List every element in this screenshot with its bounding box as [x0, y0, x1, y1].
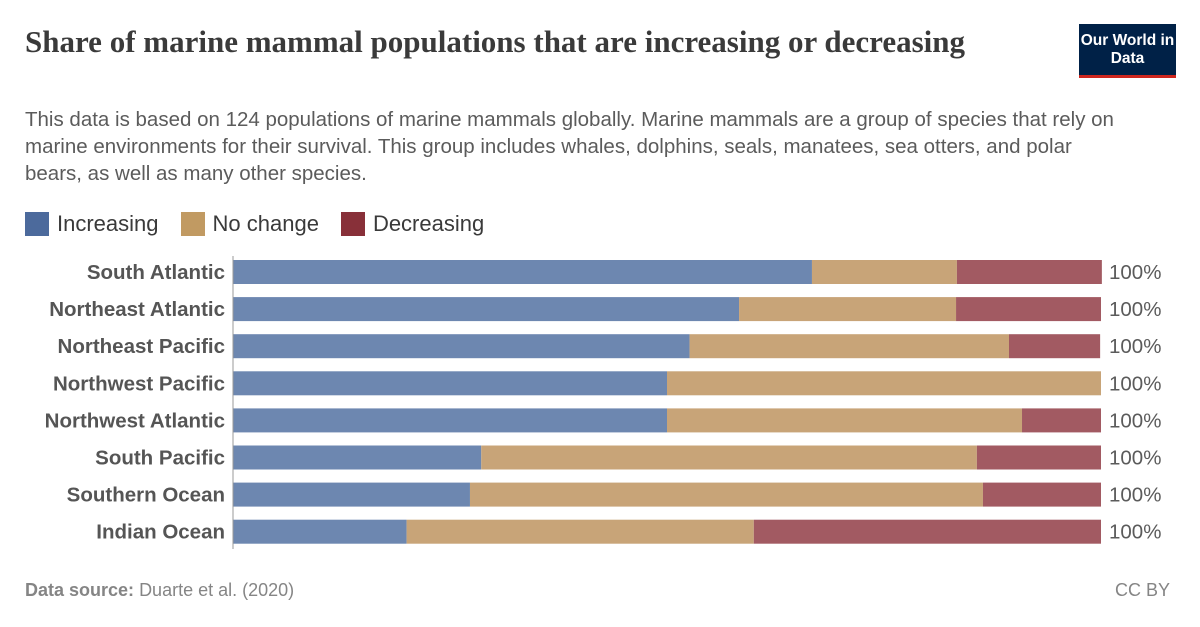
legend-swatch — [340, 212, 365, 236]
legend-item-no-change[interactable]: No change — [180, 211, 319, 237]
legend-label: No change — [212, 211, 319, 236]
legend-swatch — [180, 212, 205, 236]
category-label: South Pacific — [95, 447, 225, 470]
total-label: 100% — [1109, 298, 1161, 321]
data-source: Data source: Duarte et al. (2020) — [25, 580, 294, 601]
bar-decreasing — [982, 482, 1101, 507]
bar-increasing — [233, 371, 667, 396]
legend-label: Decreasing — [372, 211, 485, 236]
bar-no-change — [739, 297, 957, 322]
legend-swatch — [25, 212, 49, 236]
bar-no-change — [481, 445, 977, 470]
bar-no-change — [811, 260, 957, 284]
bar-no-change — [406, 519, 754, 544]
bar-increasing — [233, 260, 812, 284]
category-label: Northwest Pacific — [53, 372, 225, 395]
category-label: Northeast Pacific — [58, 335, 225, 358]
total-label: 100% — [1109, 484, 1161, 507]
bar-increasing — [233, 482, 470, 507]
legend: Increasing No change Decreasing — [25, 211, 484, 237]
bar-increasing — [233, 519, 407, 544]
license[interactable]: CC BY — [1114, 580, 1170, 600]
category-label: Southern Ocean — [67, 484, 225, 507]
bar-increasing — [233, 445, 482, 470]
category-label: Indian Ocean — [96, 521, 225, 544]
legend-item-increasing[interactable]: Increasing — [25, 211, 159, 237]
total-label: 100% — [1109, 335, 1161, 358]
category-label: South Atlantic — [87, 261, 225, 284]
bar-decreasing — [956, 260, 1102, 284]
bar-increasing — [233, 334, 690, 359]
total-label: 100% — [1109, 447, 1161, 470]
bar-no-change — [469, 482, 983, 507]
bar-decreasing — [956, 297, 1101, 322]
bar-increasing — [233, 297, 740, 322]
chart-subtitle: This data is based on 124 populations of… — [25, 108, 1114, 185]
chart-title: Share of marine mammal populations that … — [25, 24, 966, 59]
bar-no-change — [689, 334, 1009, 359]
source-value[interactable]: Duarte et al. (2020) — [139, 580, 295, 600]
total-label: 100% — [1109, 372, 1161, 395]
bar-increasing — [233, 408, 667, 433]
total-label: 100% — [1109, 261, 1161, 284]
category-label: Northeast Atlantic — [49, 298, 225, 321]
bar-no-change — [667, 371, 1101, 396]
source-label: Data source: — [25, 580, 135, 600]
owid-logo[interactable]: Our World in Data — [1079, 24, 1176, 78]
total-label: 100% — [1109, 409, 1161, 432]
bar-decreasing — [753, 519, 1101, 544]
bar-decreasing — [976, 445, 1101, 470]
legend-item-decreasing[interactable]: Decreasing — [340, 211, 485, 237]
bar-decreasing — [1022, 408, 1101, 433]
legend-label: Increasing — [57, 211, 159, 236]
bar-decreasing — [1008, 334, 1101, 359]
bar-no-change — [667, 408, 1023, 433]
category-label: Northwest Atlantic — [45, 409, 225, 432]
total-label: 100% — [1109, 521, 1161, 544]
